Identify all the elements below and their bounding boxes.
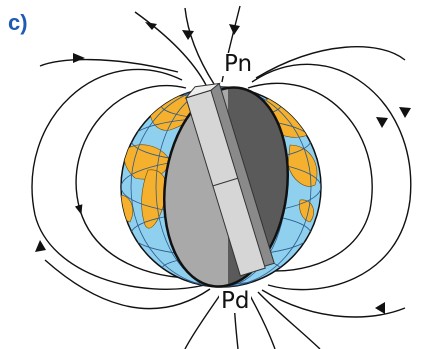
field-line-arrow-icon xyxy=(399,107,411,118)
field-line-arrow-icon xyxy=(229,24,240,35)
field-line-arrow-icon xyxy=(145,22,157,30)
north-pole-label: Pn xyxy=(222,51,255,77)
field-line-top-2 xyxy=(184,7,215,85)
south-pole-label: Pd xyxy=(219,288,252,314)
field-line-bottom-3 xyxy=(247,291,276,349)
field-line-arrow-icon xyxy=(375,302,385,314)
field-line-right-lower xyxy=(261,289,406,318)
field-line-right-mid xyxy=(251,63,412,291)
bar-magnet-top xyxy=(184,82,221,99)
field-line-left-lower xyxy=(44,259,211,310)
field-line-arrow-icon xyxy=(182,30,194,40)
field-line-arrows xyxy=(35,22,411,314)
bar-magnet xyxy=(184,82,275,277)
field-line-bottom-1 xyxy=(184,291,223,349)
field-line-right-inner xyxy=(247,82,373,272)
field-line-right-outer xyxy=(255,46,406,79)
field-line-left-inner xyxy=(74,85,206,279)
bar-magnet-divider xyxy=(212,177,238,187)
field-line-arrow-icon xyxy=(73,53,85,63)
field-line-arrow-icon xyxy=(376,117,388,128)
panel-label: c) xyxy=(8,10,28,35)
field-line-left-mid xyxy=(31,68,206,290)
field-line-left-outer xyxy=(39,58,179,73)
field-line-bottom-4 xyxy=(257,291,321,349)
field-line-top-1 xyxy=(134,11,207,86)
field-line-arrow-icon xyxy=(35,240,46,252)
